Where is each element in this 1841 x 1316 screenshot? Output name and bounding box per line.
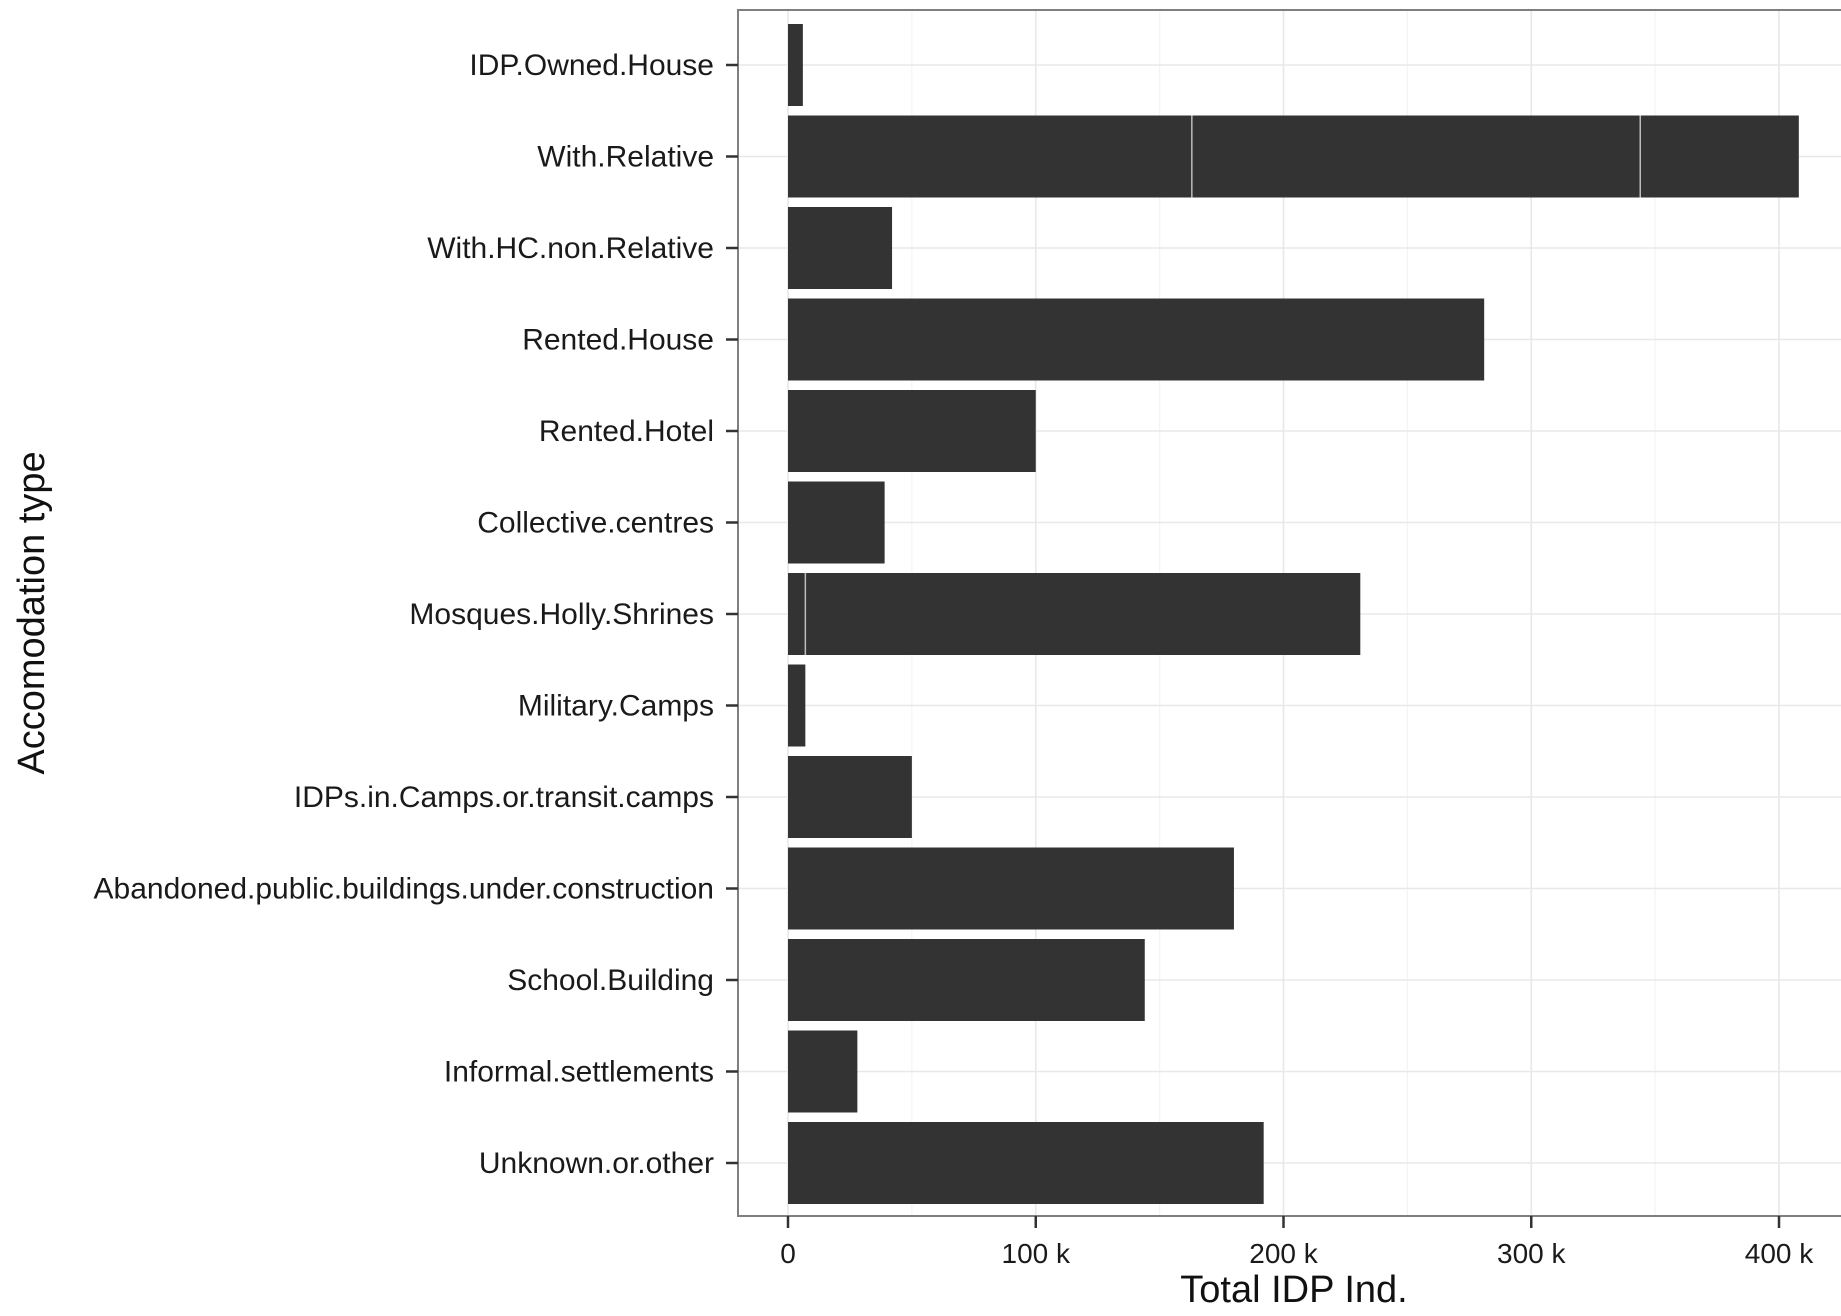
bar-with-relative-segment-2 [1191, 115, 1641, 198]
bar-with-relative-segment-1 [788, 115, 1192, 198]
x-tick-label: 300 k [1497, 1238, 1566, 1269]
bar-military-camps [788, 664, 806, 747]
bar-unknown-or-other [788, 1122, 1264, 1204]
x-tick-label: 400 k [1745, 1238, 1814, 1269]
bar-mosques-holly-shrines-segment-2 [805, 573, 1361, 655]
y-tick-label-unknown-or-other: Unknown.or.other [479, 1147, 714, 1180]
x-axis: 0 100 k 200 k 300 k 400 k [780, 1216, 1814, 1269]
x-axis-title: Total IDP Ind. [1180, 1269, 1407, 1311]
bars [788, 24, 1799, 1204]
bar-mosques-holly-shrines-segment-1 [788, 573, 806, 655]
y-tick-label-rented-house: Rented.House [522, 324, 714, 357]
bar-abandoned-public-buildings-under-construction [788, 847, 1234, 930]
y-tick-label-school-building: School.Building [507, 964, 714, 997]
bar-school-building [788, 939, 1145, 1021]
y-tick-label-rented-hotel: Rented.Hotel [539, 415, 714, 448]
bar-idp-owned-house [788, 24, 803, 106]
y-axis: IDP.Owned.House With.Relative With.HC.non.… [94, 49, 738, 1180]
bar-idps-in-camps-or-transit-camps [788, 756, 912, 838]
x-tick-label: 100 k [1002, 1238, 1071, 1269]
y-tick-label-military-camps: Military.Camps [518, 690, 714, 723]
y-tick-label-with-relative: With.Relative [537, 141, 714, 174]
y-tick-label-collective-centres: Collective.centres [477, 507, 714, 540]
bar-collective-centres [788, 481, 885, 564]
y-tick-label-informal-settlements: Informal.settlements [444, 1056, 714, 1089]
y-tick-label-with-hc-non-relative: With.HC.non.Relative [427, 232, 714, 265]
y-tick-label-mosques-holly-shrines: Mosques.Holly.Shrines [409, 598, 714, 631]
bar-informal-settlements [788, 1030, 858, 1113]
y-axis-title: Accomodation type [11, 451, 53, 774]
bar-rented-house [788, 298, 1485, 381]
x-tick-label: 200 k [1249, 1238, 1318, 1269]
bar-with-hc-non-relative [788, 207, 893, 289]
y-tick-label-idps-in-camps-or-transit-camps: IDPs.in.Camps.or.transit.camps [294, 781, 714, 814]
y-tick-label-idp-owned-house: IDP.Owned.House [469, 49, 714, 82]
bar-with-relative-segment-3 [1640, 115, 1799, 198]
y-tick-label-abandoned-public-buildings-under-construction: Abandoned.public.buildings.under.constru… [94, 873, 714, 906]
x-tick-label: 0 [780, 1238, 796, 1269]
bar-rented-hotel [788, 390, 1036, 472]
